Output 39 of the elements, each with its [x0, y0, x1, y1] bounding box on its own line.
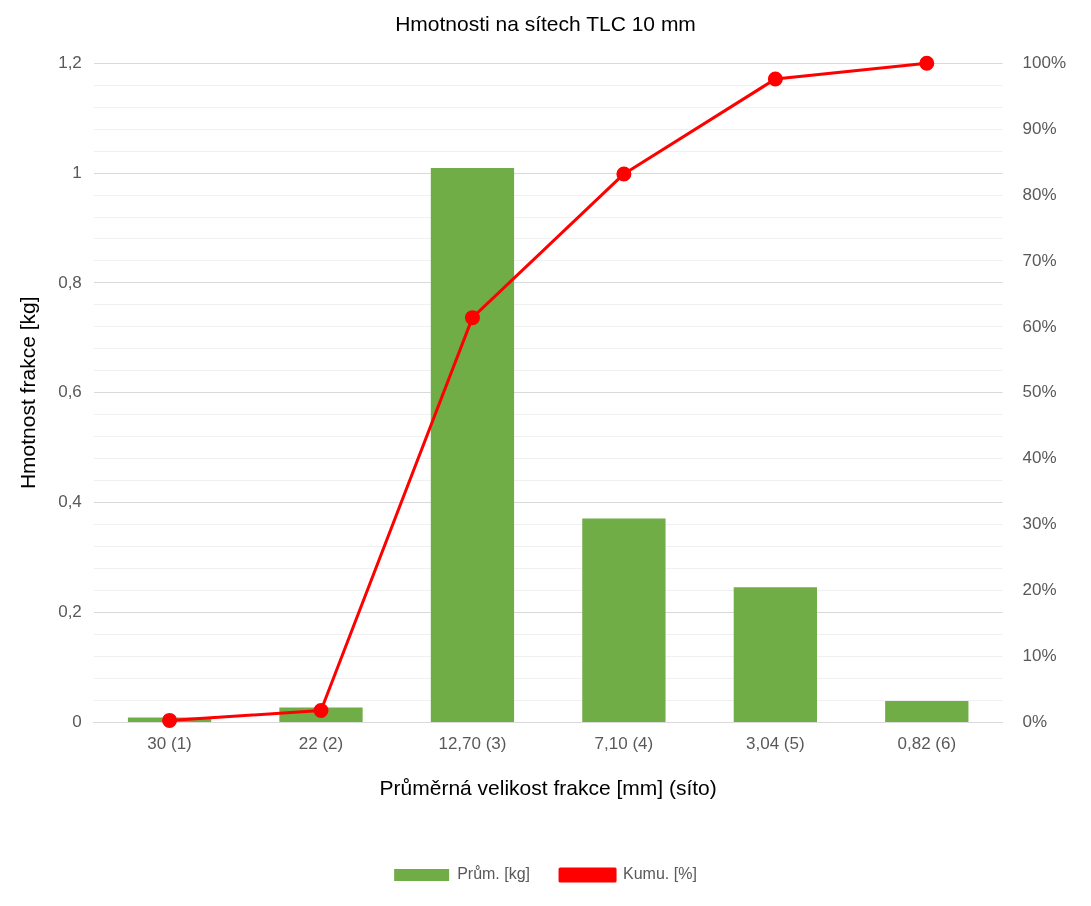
y2-tick-label: 30% [1022, 514, 1057, 534]
y-axis-title: Hmotnost frakce [kg] [16, 296, 40, 490]
y2-tick-label: 70% [1022, 250, 1057, 270]
y-tick-label: 0,6 [58, 382, 82, 402]
x-tick-label: 22 (2) [298, 734, 344, 754]
point [162, 712, 178, 728]
y-tick-label: 1 [72, 162, 82, 182]
point [919, 55, 935, 71]
y2-tick-label: 100% [1022, 52, 1066, 72]
y-tick-label: 1,2 [58, 52, 82, 72]
y-tick-label: 0,8 [58, 272, 82, 292]
x-tick-label: 30 (1) [147, 734, 192, 754]
y2-tick-label: 0% [1022, 712, 1048, 732]
y-tick-label: 0,2 [58, 602, 82, 622]
x-tick-label: 12,70 (3) [438, 734, 507, 754]
bar [885, 700, 969, 722]
y2-tick-label: 90% [1022, 118, 1057, 138]
y-tick-label: 0 [72, 712, 82, 732]
x-tick-label: 7,10 (4) [594, 734, 654, 754]
point [767, 71, 783, 87]
bar [733, 587, 817, 722]
legend-label: Prům. [kg] [457, 865, 531, 883]
point [464, 310, 480, 326]
x-tick-label: 0,82 (6) [897, 734, 957, 754]
y2-tick-label: 20% [1022, 580, 1057, 600]
y2-tick-label: 10% [1022, 646, 1057, 666]
point [616, 166, 632, 182]
bar [582, 518, 666, 722]
y2-tick-label: 40% [1022, 448, 1057, 468]
legend-label: Kumu. [%] [623, 865, 697, 883]
x-tick-label: 3,04 (5) [746, 734, 805, 754]
y2-tick-label: 50% [1022, 382, 1057, 402]
y-tick-label: 0,4 [58, 492, 82, 512]
chart-title: Hmotnosti na sítech TLC 10 mm [395, 12, 696, 36]
x-axis-title: Průměrná velikost frakce [mm] (síto) [379, 776, 717, 800]
y2-tick-label: 60% [1022, 316, 1057, 336]
point [313, 703, 329, 719]
y2-tick-label: 80% [1022, 184, 1057, 204]
bar [430, 168, 515, 722]
